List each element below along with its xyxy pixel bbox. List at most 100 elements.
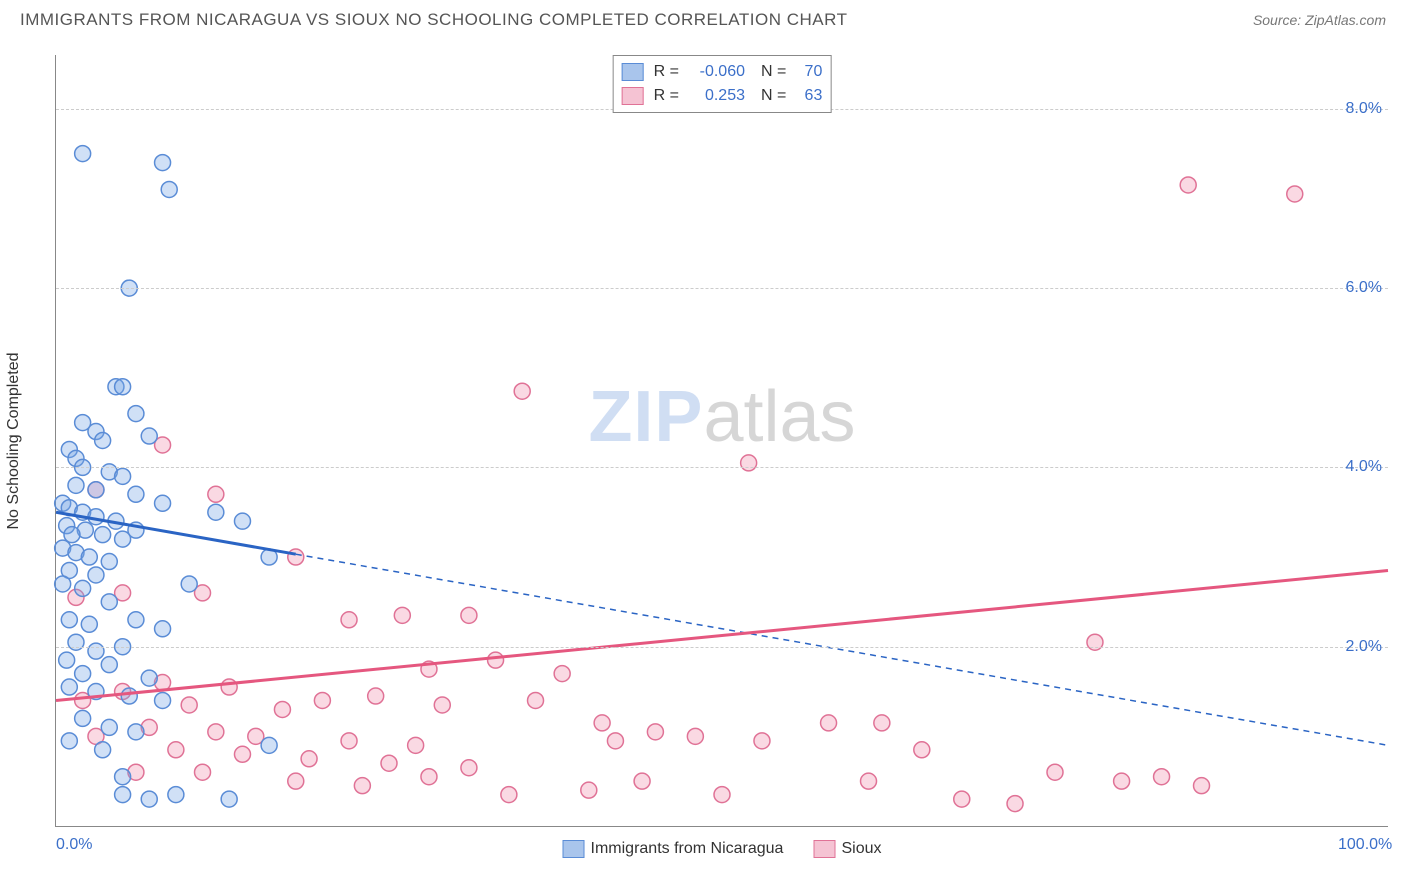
- data-point: [155, 155, 171, 171]
- y-tick-label: 8.0%: [1346, 100, 1382, 118]
- data-point: [821, 715, 837, 731]
- data-point: [528, 692, 544, 708]
- swatch-series-a: [622, 63, 644, 81]
- data-point: [488, 652, 504, 668]
- data-point: [115, 787, 131, 803]
- correlation-legend: R = -0.060 N = 70 R = 0.253 N = 63: [613, 55, 832, 113]
- data-point: [581, 782, 597, 798]
- data-point: [1114, 773, 1130, 789]
- data-point: [55, 576, 71, 592]
- data-point: [75, 580, 91, 596]
- swatch-series-b: [622, 87, 644, 105]
- data-point: [101, 554, 117, 570]
- trend-line-extrapolated: [296, 554, 1388, 745]
- legend-swatch-nicaragua: [563, 840, 585, 858]
- data-point: [1180, 177, 1196, 193]
- data-point: [155, 621, 171, 637]
- data-point: [88, 567, 104, 583]
- data-point: [354, 778, 370, 794]
- n-label-a: N =: [761, 60, 786, 84]
- data-point: [594, 715, 610, 731]
- data-point: [741, 455, 757, 471]
- chart-area: No Schooling Completed ZIPatlas R = -0.0…: [55, 55, 1388, 827]
- data-point: [95, 527, 111, 543]
- data-point: [81, 616, 97, 632]
- data-point: [461, 607, 477, 623]
- data-point: [341, 612, 357, 628]
- data-point: [1087, 634, 1103, 650]
- legend-swatch-sioux: [813, 840, 835, 858]
- gridline: [56, 288, 1388, 289]
- data-point: [115, 468, 131, 484]
- y-tick-label: 4.0%: [1346, 458, 1382, 476]
- data-point: [914, 742, 930, 758]
- data-point: [68, 634, 84, 650]
- data-point: [1007, 796, 1023, 812]
- r-label-a: R =: [654, 60, 679, 84]
- legend-label-sioux: Sioux: [841, 840, 881, 858]
- trend-line: [56, 570, 1388, 700]
- data-point: [181, 697, 197, 713]
- data-point: [128, 724, 144, 740]
- data-point: [954, 791, 970, 807]
- data-point: [95, 433, 111, 449]
- r-label-b: R =: [654, 84, 679, 108]
- n-value-b: 63: [792, 84, 822, 108]
- data-point: [128, 612, 144, 628]
- data-point: [554, 666, 570, 682]
- data-point: [208, 486, 224, 502]
- scatter-plot-svg: [56, 55, 1388, 826]
- data-point: [61, 733, 77, 749]
- r-value-a: -0.060: [685, 60, 745, 84]
- data-point: [421, 769, 437, 785]
- data-point: [234, 513, 250, 529]
- data-point: [1047, 764, 1063, 780]
- data-point: [514, 383, 530, 399]
- r-value-b: 0.253: [685, 84, 745, 108]
- data-point: [101, 594, 117, 610]
- data-point: [141, 670, 157, 686]
- data-point: [261, 737, 277, 753]
- data-point: [101, 719, 117, 735]
- data-point: [754, 733, 770, 749]
- gridline: [56, 467, 1388, 468]
- source-name: ZipAtlas.com: [1305, 12, 1386, 28]
- header: IMMIGRANTS FROM NICARAGUA VS SIOUX NO SC…: [0, 0, 1406, 30]
- gridline: [56, 647, 1388, 648]
- y-tick-label: 6.0%: [1346, 279, 1382, 297]
- data-point: [461, 760, 477, 776]
- data-point: [75, 710, 91, 726]
- legend-item-nicaragua: Immigrants from Nicaragua: [563, 840, 784, 858]
- data-point: [234, 746, 250, 762]
- data-point: [88, 643, 104, 659]
- data-point: [141, 791, 157, 807]
- data-point: [408, 737, 424, 753]
- data-point: [368, 688, 384, 704]
- data-point: [101, 657, 117, 673]
- data-point: [208, 504, 224, 520]
- data-point: [168, 787, 184, 803]
- data-point: [874, 715, 890, 731]
- data-point: [1154, 769, 1170, 785]
- data-point: [274, 701, 290, 717]
- data-point: [861, 773, 877, 789]
- data-point: [128, 486, 144, 502]
- data-point: [155, 495, 171, 511]
- data-point: [68, 477, 84, 493]
- data-point: [61, 679, 77, 695]
- data-point: [1287, 186, 1303, 202]
- data-point: [647, 724, 663, 740]
- legend-row-series-b: R = 0.253 N = 63: [622, 84, 823, 108]
- data-point: [128, 406, 144, 422]
- data-point: [314, 692, 330, 708]
- data-point: [221, 679, 237, 695]
- data-point: [88, 509, 104, 525]
- data-point: [115, 769, 131, 785]
- data-point: [288, 549, 304, 565]
- data-point: [208, 724, 224, 740]
- data-point: [687, 728, 703, 744]
- n-label-b: N =: [761, 84, 786, 108]
- data-point: [161, 181, 177, 197]
- y-axis-label: No Schooling Completed: [5, 352, 23, 529]
- data-point: [155, 692, 171, 708]
